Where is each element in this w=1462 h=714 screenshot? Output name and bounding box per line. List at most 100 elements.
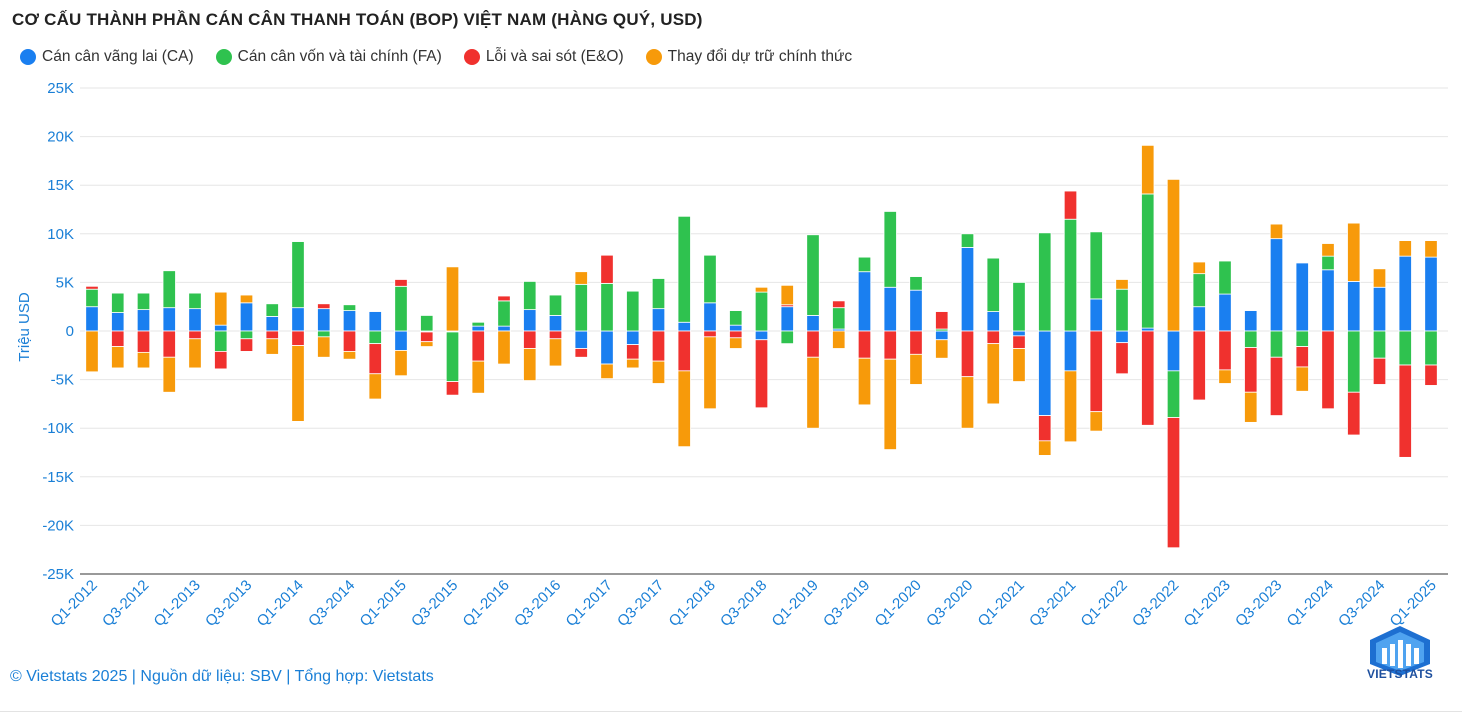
bar-res — [626, 358, 640, 369]
y-tick-label: 0 — [66, 323, 74, 340]
bar-fa — [1347, 330, 1361, 393]
x-tick-label: Q3-2024 — [1335, 577, 1388, 630]
x-tick-label: Q1-2023 — [1181, 577, 1234, 630]
bar-fa — [677, 215, 691, 323]
bar-ca — [1424, 256, 1438, 332]
y-tick-label: -15K — [42, 469, 74, 486]
bar-ca — [471, 325, 485, 332]
bar-eo — [111, 330, 125, 347]
bar-fa — [651, 278, 666, 310]
bar-res — [445, 266, 460, 332]
bar-fa — [1218, 260, 1232, 295]
bar-ca — [214, 324, 228, 332]
chart-title: CƠ CẤU THÀNH PHẦN CÁN CÂN THANH TOÁN (BO… — [12, 10, 703, 29]
chart-legend: Cán cân vãng lai (CA) Cán cân vốn và tài… — [20, 48, 852, 66]
x-tick-label: Q3-2019 — [820, 577, 873, 630]
bar-ca — [548, 315, 563, 332]
bar-ca — [136, 309, 151, 332]
bar-ca — [677, 321, 691, 332]
bar-ca — [909, 289, 923, 332]
bar-ca — [651, 308, 666, 332]
x-tick-label: Q3-2018 — [717, 577, 770, 630]
bar-fa — [1115, 288, 1129, 332]
bar-eo — [703, 330, 717, 338]
bar-fa — [909, 276, 923, 291]
bar-ca — [703, 302, 717, 332]
legend-label-res: Thay đổi dự trữ chính thức — [667, 48, 853, 65]
bar-res — [1192, 261, 1206, 275]
bar-res — [342, 351, 357, 360]
bar-eo — [523, 330, 537, 349]
bar-res — [857, 357, 872, 406]
bar-res — [935, 339, 949, 359]
bar-fa — [136, 292, 151, 311]
bar-fa — [883, 211, 897, 288]
bar-res — [188, 338, 202, 369]
x-tick-label: Q1-2013 — [151, 577, 204, 630]
bar-fa — [1192, 273, 1206, 308]
bar-ca — [188, 308, 202, 332]
logo-wordmark: VIETSTATS — [1366, 667, 1434, 681]
bar-res — [85, 330, 99, 373]
bar-ca — [883, 286, 897, 332]
bar-ca — [111, 312, 125, 332]
bar-eo — [754, 339, 769, 409]
bar-ca — [806, 315, 820, 332]
bar-fa — [214, 330, 228, 352]
bar-res — [420, 341, 434, 347]
bar-fa — [445, 331, 460, 382]
bar-eo — [1089, 330, 1103, 413]
bar-ca — [85, 306, 99, 332]
bar-res — [600, 363, 614, 380]
bar-ca — [1166, 330, 1181, 372]
bar-fa — [1424, 330, 1438, 366]
legend-item-res[interactable]: Thay đổi dự trữ chính thức — [645, 48, 853, 66]
bar-ca — [1398, 255, 1412, 332]
bar-fa — [1321, 255, 1335, 271]
bar-eo — [368, 343, 382, 375]
x-tick-label: Q3-2017 — [614, 577, 667, 630]
bar-res — [780, 284, 794, 306]
y-tick-label: 15K — [47, 177, 74, 194]
legend-item-fa[interactable]: Cán cân vốn và tài chính (FA) — [215, 48, 442, 66]
bar-fa — [1012, 281, 1026, 332]
bar-ca — [986, 311, 1000, 332]
bar-eo — [600, 254, 614, 284]
bar-res — [574, 271, 588, 285]
bar-eo — [574, 348, 588, 358]
bar-res — [651, 360, 666, 384]
bar-ca — [1218, 293, 1232, 332]
bar-eo — [85, 285, 99, 290]
bar-eo — [136, 330, 151, 353]
bar-ca — [1063, 330, 1078, 372]
bar-eo — [960, 330, 975, 378]
bar-res — [1347, 222, 1361, 282]
bar-fa — [806, 234, 820, 316]
bar-eo — [857, 330, 872, 359]
bar-fa — [1141, 193, 1155, 329]
y-tick-label: -10K — [42, 420, 74, 437]
legend-item-eo[interactable]: Lỗi và sai sót (E&O) — [463, 48, 624, 66]
bar-eo — [548, 330, 563, 340]
bar-ca — [523, 309, 537, 332]
bar-fa — [857, 256, 872, 273]
footer-credit: © Vietstats 2025 | Nguồn dữ liệu: SBV | … — [10, 668, 434, 685]
bar-fa — [394, 285, 408, 332]
bar-fa — [85, 288, 99, 308]
bar-eo — [1063, 190, 1078, 220]
bar-res — [1269, 223, 1284, 240]
bar-eo — [1192, 330, 1206, 401]
legend-item-ca[interactable]: Cán cân vãng lai (CA) — [20, 48, 194, 66]
x-tick-label: Q1-2012 — [48, 577, 101, 630]
bar-ca — [1089, 298, 1103, 332]
x-tick-label: Q1-2022 — [1078, 577, 1131, 630]
bar-res — [497, 330, 511, 365]
bar-ca — [626, 330, 640, 346]
bar-ca — [1244, 310, 1258, 332]
bottom-divider — [0, 711, 1462, 712]
bar-ca — [1192, 306, 1206, 332]
bar-eo — [291, 330, 305, 346]
bar-res — [1141, 144, 1155, 195]
bar-eo — [265, 330, 279, 340]
bar-fa — [754, 291, 769, 332]
